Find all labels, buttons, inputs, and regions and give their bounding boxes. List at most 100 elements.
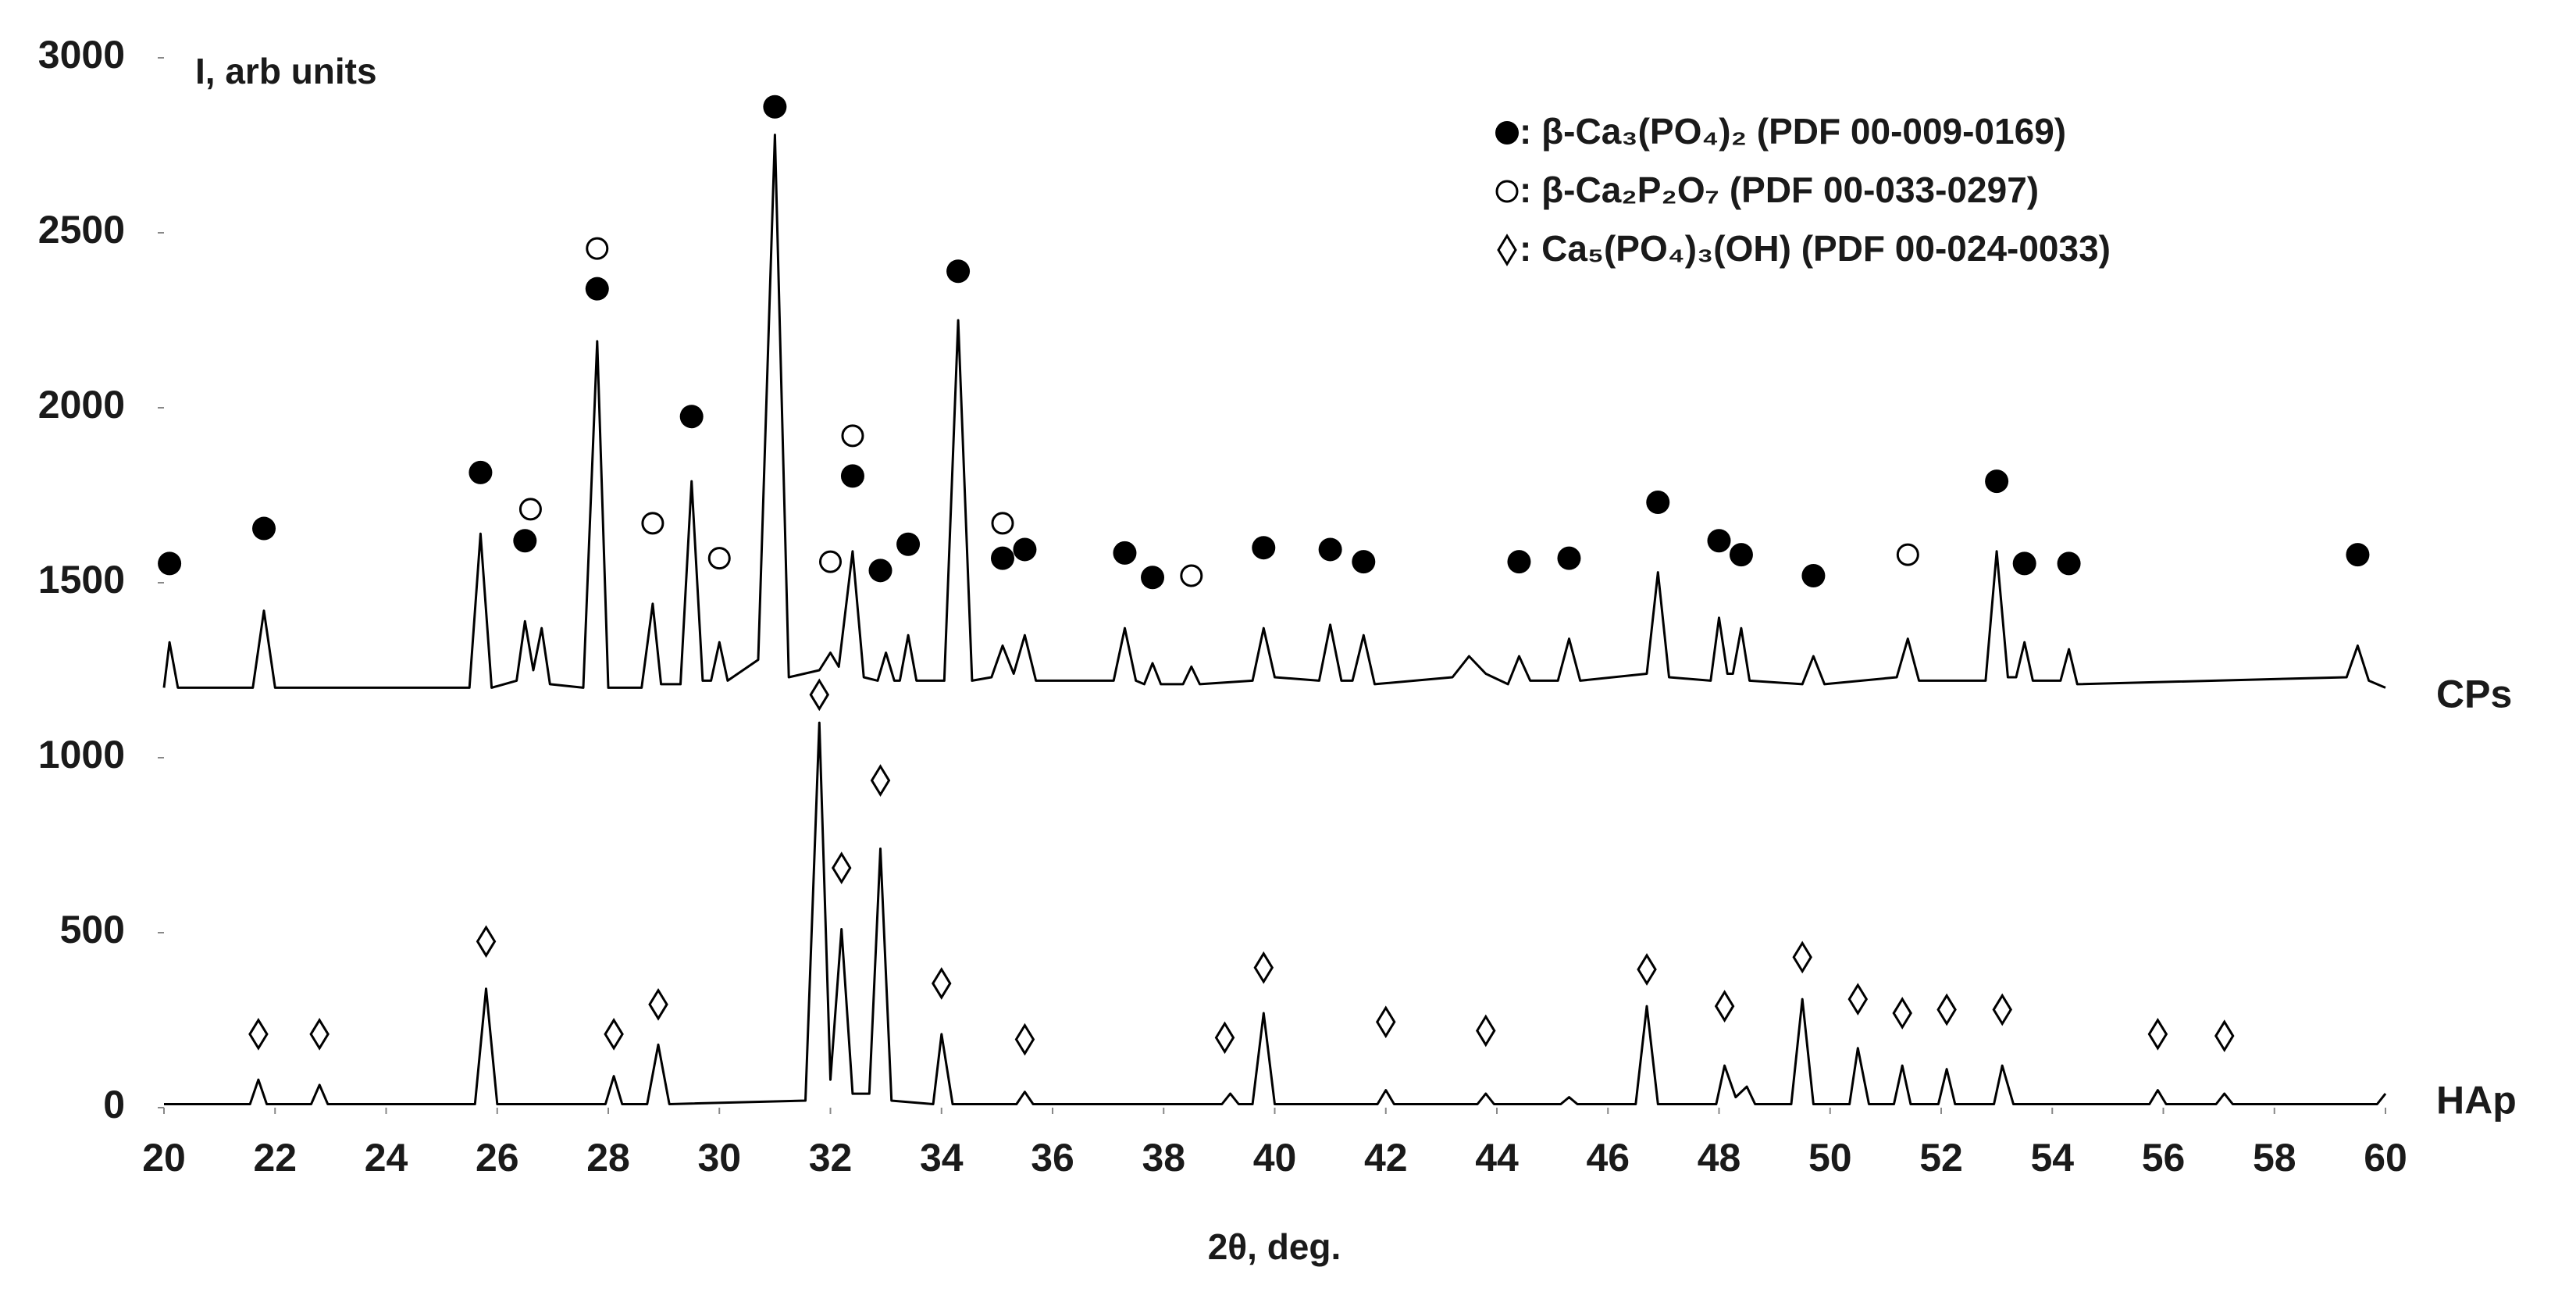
peak-marker bbox=[1318, 537, 1342, 562]
peak-marker bbox=[1801, 564, 1826, 588]
y-tick-label: 2500 bbox=[38, 208, 125, 252]
x-tick-label: 38 bbox=[1142, 1136, 1185, 1180]
pattern-line bbox=[162, 134, 2386, 689]
peak-marker bbox=[840, 464, 864, 488]
peak-marker bbox=[896, 532, 921, 556]
x-tick-label: 60 bbox=[2364, 1136, 2407, 1180]
peak-marker bbox=[513, 529, 537, 553]
legend-label: : β-Ca₂P₂O₇ (PDF 00-033-0297) bbox=[1520, 170, 2039, 210]
x-tick-label: 58 bbox=[2253, 1136, 2296, 1180]
peak-marker bbox=[586, 237, 609, 260]
peak-marker bbox=[252, 516, 276, 541]
peak-marker bbox=[819, 550, 842, 573]
peak-marker bbox=[946, 259, 971, 284]
peak-marker bbox=[1252, 536, 1276, 560]
legend-symbol bbox=[1495, 121, 1519, 145]
peak-marker bbox=[1936, 993, 1957, 1026]
peak-marker bbox=[1014, 1023, 1035, 1056]
peak-marker bbox=[679, 405, 704, 429]
series-label: CPs bbox=[2436, 673, 2512, 716]
y-tick-label: 1500 bbox=[38, 558, 125, 601]
y-tick-label: 2000 bbox=[38, 383, 125, 427]
x-tick-label: 52 bbox=[1919, 1136, 1963, 1180]
x-tick-label: 36 bbox=[1031, 1136, 1074, 1180]
peak-marker bbox=[309, 1018, 330, 1051]
x-tick-label: 22 bbox=[253, 1136, 297, 1180]
peak-marker bbox=[1985, 469, 2009, 494]
x-tick-label: 44 bbox=[1475, 1136, 1519, 1180]
legend-label: : Ca₅(PO₄)₃(OH) (PDF 00-024-0033) bbox=[1520, 228, 2111, 269]
peak-marker bbox=[158, 551, 182, 576]
x-tick-label: 40 bbox=[1253, 1136, 1297, 1180]
peak-marker bbox=[991, 512, 1014, 535]
peak-marker bbox=[809, 678, 830, 712]
x-tick-label: 20 bbox=[142, 1136, 186, 1180]
x-tick-label: 26 bbox=[476, 1136, 519, 1180]
peak-marker bbox=[1507, 550, 1531, 574]
peak-marker bbox=[2057, 551, 2081, 576]
x-tick-label: 28 bbox=[586, 1136, 630, 1180]
x-tick-label: 34 bbox=[920, 1136, 964, 1180]
peak-marker bbox=[585, 277, 609, 301]
x-tick-label: 46 bbox=[1586, 1136, 1630, 1180]
peak-marker bbox=[1113, 541, 1137, 565]
peak-marker bbox=[931, 967, 952, 1000]
x-tick-label: 56 bbox=[2142, 1136, 2186, 1180]
peak-marker bbox=[1714, 990, 1735, 1023]
x-axis-title: 2θ, deg. bbox=[1208, 1226, 1341, 1267]
peak-marker bbox=[648, 987, 668, 1021]
series-label: HAp bbox=[2436, 1078, 2517, 1122]
peak-marker bbox=[1557, 546, 1581, 570]
peak-marker bbox=[1476, 1014, 1496, 1048]
peak-marker bbox=[604, 1018, 624, 1051]
x-tick-label: 54 bbox=[2030, 1136, 2074, 1180]
peak-marker bbox=[1253, 951, 1274, 984]
peak-marker bbox=[2346, 543, 2370, 567]
y-tick-label: 0 bbox=[103, 1083, 125, 1126]
peak-marker bbox=[868, 559, 893, 583]
peak-marker bbox=[2214, 1019, 2235, 1053]
peak-marker bbox=[831, 851, 852, 884]
peak-marker bbox=[1141, 566, 1165, 590]
peak-marker bbox=[1847, 983, 1869, 1015]
x-tick-label: 50 bbox=[1808, 1136, 1852, 1180]
peak-marker bbox=[1707, 529, 1731, 553]
y-axis-title: I, arb units bbox=[195, 51, 377, 91]
peak-marker bbox=[1892, 997, 1912, 1030]
x-tick-label: 32 bbox=[809, 1136, 853, 1180]
y-tick-label: 1000 bbox=[38, 733, 125, 776]
peak-marker bbox=[518, 498, 542, 521]
peak-marker bbox=[248, 1018, 269, 1051]
peak-marker bbox=[469, 460, 493, 484]
peak-marker bbox=[1180, 564, 1203, 587]
peak-marker bbox=[841, 424, 864, 448]
x-tick-label: 30 bbox=[697, 1136, 741, 1180]
legend-symbol bbox=[1497, 234, 1517, 266]
peak-marker bbox=[1637, 953, 1657, 986]
peak-marker bbox=[1646, 490, 1670, 514]
peak-marker bbox=[1729, 543, 1753, 567]
peak-marker bbox=[870, 764, 891, 797]
peak-marker bbox=[707, 547, 731, 570]
peak-marker bbox=[641, 512, 664, 535]
peak-marker bbox=[1352, 550, 1376, 574]
x-tick-label: 24 bbox=[365, 1136, 408, 1180]
y-tick-label: 3000 bbox=[38, 33, 125, 77]
peak-marker bbox=[1992, 993, 2012, 1026]
peak-marker bbox=[1792, 940, 1812, 974]
peak-marker bbox=[763, 95, 787, 119]
peak-marker bbox=[2012, 551, 2036, 576]
peak-marker bbox=[1375, 1005, 1396, 1039]
peak-marker bbox=[990, 546, 1014, 570]
peak-marker bbox=[476, 925, 497, 958]
peak-marker bbox=[1013, 537, 1037, 562]
peak-marker bbox=[1896, 543, 1919, 566]
y-tick-label: 500 bbox=[60, 908, 125, 951]
legend-symbol bbox=[1495, 180, 1519, 203]
pattern-line bbox=[164, 721, 2387, 1105]
x-tick-label: 48 bbox=[1698, 1136, 1741, 1180]
x-tick-label: 42 bbox=[1364, 1136, 1408, 1180]
peak-marker bbox=[1214, 1021, 1235, 1055]
